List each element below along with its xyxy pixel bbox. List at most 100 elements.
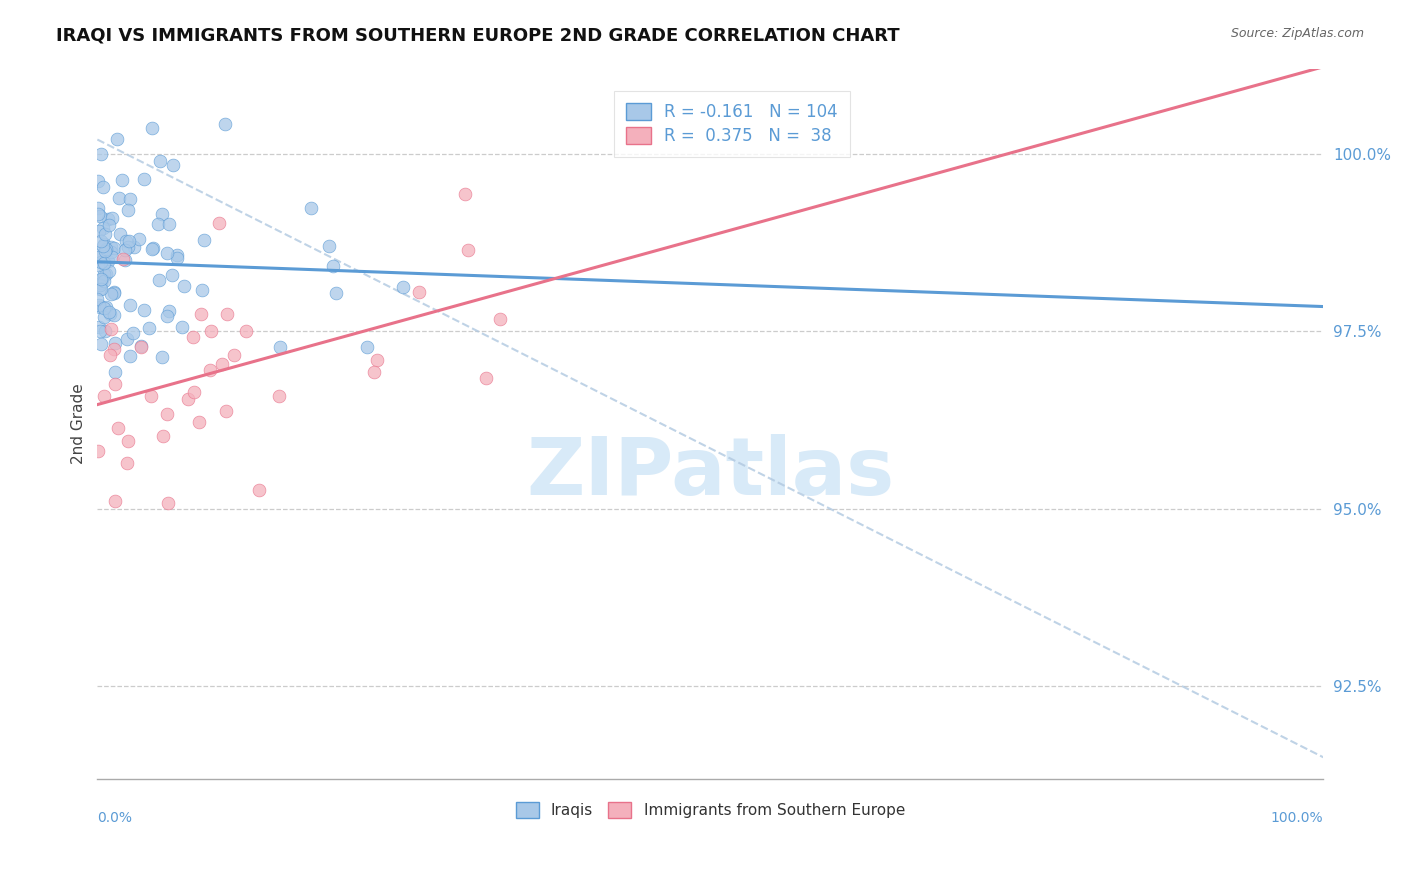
Point [90, 337, 112, 351]
Point [103, 241, 125, 255]
Point [200, 324, 222, 338]
Point [214, 404, 236, 418]
Point [453, 186, 475, 201]
Point [117, 202, 139, 217]
Point [87, 298, 110, 312]
Text: IRAQI VS IMMIGRANTS FROM SOUTHERN EUROPE 2ND GRADE CORRELATION CHART: IRAQI VS IMMIGRANTS FROM SOUTHERN EUROPE… [56, 27, 900, 45]
Legend: Iraqis, Immigrants from Southern Europe: Iraqis, Immigrants from Southern Europe [509, 796, 911, 824]
Point [87, 248, 110, 262]
Point [94, 244, 117, 258]
Point [235, 324, 257, 338]
Point [89, 209, 111, 223]
Point [100, 287, 122, 301]
Point [93, 389, 115, 403]
Point [121, 326, 143, 340]
Point [100, 240, 122, 254]
Point [108, 227, 131, 242]
Point [93, 274, 115, 288]
Point [117, 456, 139, 470]
Point [100, 211, 122, 225]
Point [200, 363, 222, 377]
Point [141, 120, 163, 135]
Point [408, 285, 430, 300]
Point [157, 217, 180, 231]
Point [114, 253, 136, 268]
Point [93, 256, 115, 270]
Point [141, 242, 163, 256]
Point [91, 220, 114, 235]
Point [97, 212, 120, 227]
Point [96, 242, 118, 256]
Point [87, 224, 110, 238]
Point [103, 285, 125, 299]
Point [90, 146, 112, 161]
Point [177, 392, 200, 406]
Point [87, 174, 110, 188]
Point [93, 239, 115, 253]
Text: 0.0%: 0.0% [97, 811, 132, 824]
Point [129, 340, 152, 354]
Point [318, 238, 340, 252]
Point [90, 255, 112, 269]
Point [211, 358, 233, 372]
Point [98, 305, 121, 319]
Point [150, 351, 173, 365]
Point [91, 179, 114, 194]
Point [247, 483, 270, 497]
Point [97, 254, 120, 268]
Point [93, 227, 115, 242]
Point [187, 415, 209, 429]
Point [208, 216, 231, 230]
Point [89, 300, 111, 314]
Point [94, 267, 117, 281]
Point [148, 217, 170, 231]
Point [87, 444, 110, 458]
Point [489, 311, 512, 326]
Point [191, 283, 214, 297]
Point [89, 282, 111, 296]
Point [156, 310, 179, 324]
Point [90, 272, 112, 286]
Point [103, 308, 125, 322]
Point [166, 251, 188, 265]
Y-axis label: 2nd Grade: 2nd Grade [72, 384, 86, 464]
Point [93, 324, 115, 338]
Point [118, 192, 141, 206]
Point [149, 154, 172, 169]
Point [112, 252, 135, 266]
Point [120, 298, 142, 312]
Point [156, 407, 179, 421]
Point [160, 268, 183, 282]
Point [214, 116, 236, 130]
Point [269, 340, 291, 354]
Point [166, 247, 188, 261]
Point [152, 428, 174, 442]
Point [134, 171, 156, 186]
Point [183, 385, 205, 400]
Point [325, 285, 347, 300]
Point [269, 389, 291, 403]
Point [105, 131, 128, 145]
Point [118, 349, 141, 363]
Point [90, 276, 112, 290]
Point [366, 352, 388, 367]
Point [190, 307, 212, 321]
Point [101, 250, 124, 264]
Point [104, 376, 127, 391]
Point [156, 246, 179, 260]
Point [193, 233, 215, 247]
Point [363, 365, 385, 379]
Point [156, 496, 179, 510]
Point [299, 201, 322, 215]
Point [222, 348, 245, 362]
Point [114, 243, 136, 257]
Point [150, 207, 173, 221]
Point [103, 285, 125, 300]
Point [131, 339, 153, 353]
Point [98, 348, 121, 362]
Point [89, 319, 111, 334]
Point [162, 158, 184, 172]
Point [142, 241, 165, 255]
Point [157, 303, 180, 318]
Point [93, 268, 115, 282]
